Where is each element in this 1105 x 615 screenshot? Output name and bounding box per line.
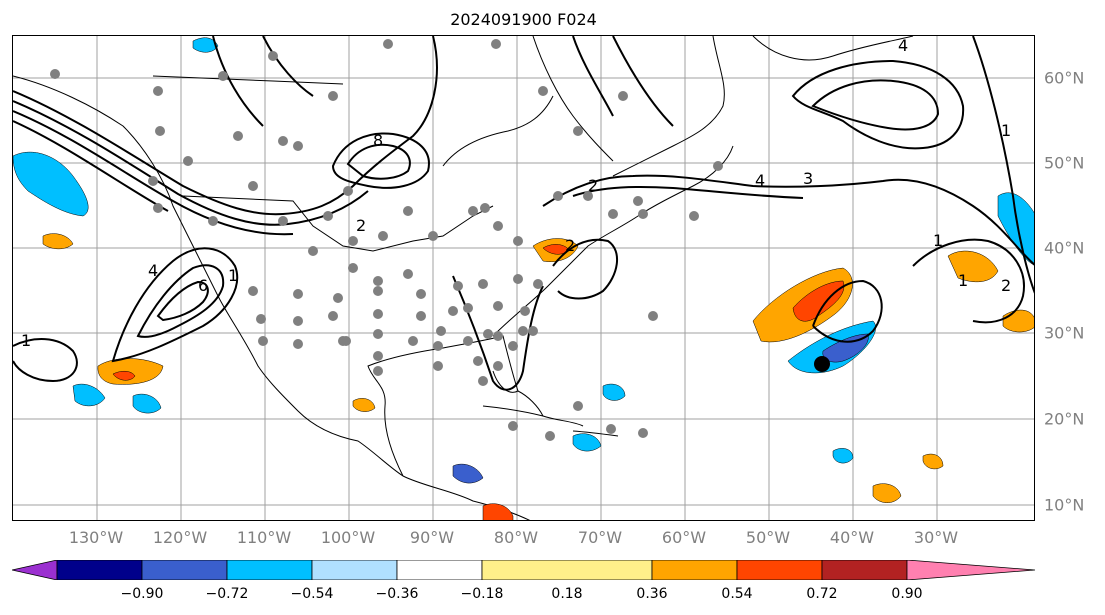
lon-label: 60°W — [661, 528, 707, 547]
colorbar-segment — [396, 560, 483, 580]
colorbar-segment — [12, 560, 58, 580]
colorbar-segment — [821, 560, 908, 580]
lon-label: 80°W — [493, 528, 539, 547]
lon-label: 30°W — [913, 528, 959, 547]
storm-center-marker — [814, 356, 830, 372]
contour-label-group: 1 2 4 6 8 1 2 4 1 2 3 4 1 1 2 — [21, 36, 1011, 350]
lon-label: 100°W — [320, 528, 376, 547]
colorbar-segment — [481, 560, 653, 580]
lon-label: 90°W — [409, 528, 455, 547]
contour-label: 2 — [356, 216, 366, 235]
lon-label: 110°W — [236, 528, 292, 547]
map-title: 2024091900 F024 — [450, 10, 597, 29]
colorbar-tick-label: 0.54 — [721, 586, 753, 602]
graticule — [13, 36, 1034, 520]
colorbar-tick-label: 0.90 — [891, 586, 923, 602]
colorbar-segment — [226, 560, 313, 580]
lon-label: 50°W — [745, 528, 791, 547]
contour-label: 4 — [755, 171, 765, 190]
colorbar-segment — [56, 560, 143, 580]
colorbar-tick-label: −0.36 — [375, 586, 419, 602]
station-dots — [50, 39, 723, 441]
colorbar-segment — [651, 560, 738, 580]
map-canvas: 1 2 4 6 8 1 2 4 1 2 3 4 1 1 2 — [13, 36, 1034, 520]
contour-label: 3 — [803, 169, 813, 188]
colorbar-segment — [141, 560, 228, 580]
lat-label: 50°N — [1044, 153, 1085, 173]
contour-label: 2 — [1001, 276, 1011, 295]
contour-label: 4 — [148, 261, 158, 280]
contour-label: 1 — [1001, 121, 1011, 140]
contour-label: 4 — [898, 36, 908, 55]
colorbar-tick-label: −0.18 — [460, 586, 504, 602]
colorbar-tick-label: 0.18 — [551, 586, 583, 602]
lon-label: 120°W — [152, 528, 208, 547]
lat-label: 60°N — [1044, 68, 1085, 88]
lat-label: 20°N — [1044, 409, 1085, 429]
colorbar-tick-label: 0.72 — [806, 586, 838, 602]
coastlines — [13, 36, 914, 520]
lat-label: 30°N — [1044, 323, 1085, 343]
contour-label: 2 — [565, 236, 575, 255]
colorbar-segment — [906, 560, 1036, 580]
colorbar-tick-label: −0.54 — [290, 586, 334, 602]
colorbar-segment — [736, 560, 823, 580]
contour-label: 6 — [198, 276, 208, 295]
colorbar — [12, 560, 1036, 580]
contour-label: 1 — [933, 231, 943, 250]
contour-label: 1 — [21, 331, 31, 350]
lat-label: 10°N — [1044, 495, 1085, 515]
weather-map: 1 2 4 6 8 1 2 4 1 2 3 4 1 1 2 — [12, 35, 1035, 521]
contour-label: 8 — [373, 131, 383, 150]
colorbar-tick-label: −0.90 — [120, 586, 164, 602]
colorbar-tick-label: 0.36 — [636, 586, 668, 602]
lon-label: 70°W — [577, 528, 623, 547]
lon-label: 40°W — [829, 528, 875, 547]
colorbar-segment — [311, 560, 398, 580]
anomaly-shading — [13, 37, 1034, 520]
colorbar-tick-label: −0.72 — [205, 586, 249, 602]
contour-label: 2 — [588, 176, 598, 195]
contour-lines — [13, 36, 1034, 391]
lon-label: 130°W — [68, 528, 124, 547]
contour-label: 1 — [228, 266, 238, 285]
contour-label: 1 — [958, 271, 968, 290]
lat-label: 40°N — [1044, 238, 1085, 258]
